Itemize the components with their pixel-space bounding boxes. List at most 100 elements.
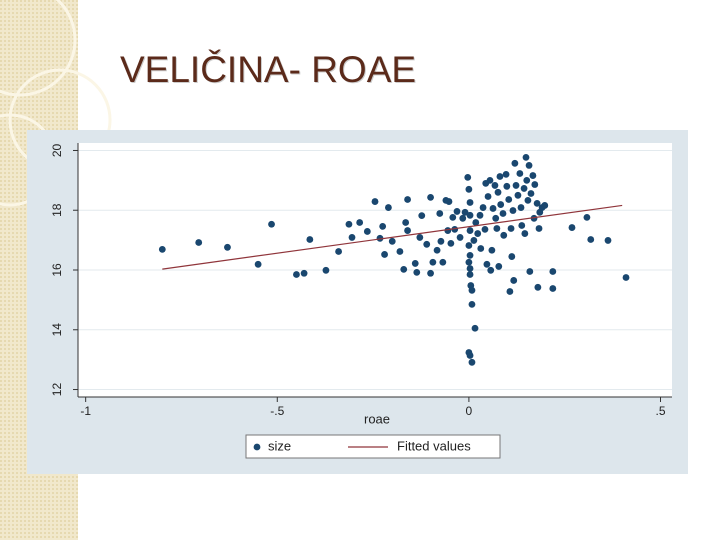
point bbox=[411, 260, 419, 267]
point bbox=[404, 227, 411, 234]
point bbox=[622, 274, 630, 281]
point bbox=[465, 258, 473, 266]
point bbox=[471, 324, 479, 332]
y-tick-label: 16 bbox=[50, 263, 64, 277]
point bbox=[525, 162, 533, 169]
x-tick-label: -1 bbox=[80, 404, 91, 418]
point bbox=[402, 219, 410, 226]
point bbox=[322, 266, 330, 274]
point bbox=[158, 245, 166, 253]
point bbox=[534, 283, 542, 291]
point bbox=[447, 240, 455, 247]
point bbox=[427, 193, 434, 201]
point bbox=[306, 236, 314, 243]
point bbox=[549, 285, 557, 292]
point bbox=[531, 181, 539, 188]
point bbox=[507, 225, 515, 232]
point bbox=[530, 214, 538, 222]
point bbox=[522, 153, 530, 161]
point bbox=[356, 219, 364, 226]
point bbox=[493, 225, 501, 232]
point bbox=[506, 288, 514, 295]
point bbox=[413, 268, 421, 276]
point bbox=[466, 265, 474, 272]
point bbox=[549, 268, 557, 275]
point bbox=[466, 352, 474, 359]
point bbox=[335, 248, 342, 255]
point bbox=[497, 201, 505, 208]
point bbox=[488, 246, 496, 254]
point bbox=[481, 225, 489, 233]
point bbox=[293, 271, 300, 278]
point bbox=[510, 277, 518, 284]
point bbox=[466, 211, 474, 219]
point bbox=[474, 230, 482, 237]
point bbox=[429, 258, 437, 266]
point bbox=[195, 239, 203, 246]
point bbox=[587, 236, 595, 243]
point bbox=[404, 196, 411, 203]
point bbox=[254, 260, 262, 268]
x-axis-label: roae bbox=[364, 411, 390, 426]
point bbox=[529, 172, 537, 179]
point bbox=[445, 198, 453, 205]
point bbox=[468, 358, 476, 366]
point bbox=[465, 242, 473, 249]
point bbox=[444, 227, 452, 234]
point bbox=[465, 185, 473, 193]
point bbox=[427, 269, 434, 277]
point bbox=[385, 204, 392, 211]
point bbox=[500, 231, 508, 239]
point bbox=[527, 190, 535, 197]
point bbox=[483, 260, 491, 268]
point bbox=[604, 237, 612, 244]
point bbox=[477, 245, 485, 252]
point bbox=[461, 208, 469, 216]
point bbox=[496, 173, 504, 180]
point bbox=[466, 199, 474, 206]
y-tick-label: 18 bbox=[50, 203, 64, 217]
point bbox=[345, 220, 353, 228]
point bbox=[436, 210, 444, 217]
point bbox=[224, 243, 231, 251]
legend-swatch bbox=[253, 443, 261, 451]
point bbox=[423, 240, 431, 248]
point bbox=[433, 246, 441, 254]
point bbox=[468, 286, 476, 294]
point bbox=[541, 202, 549, 209]
point bbox=[470, 237, 478, 244]
point bbox=[568, 224, 576, 231]
point bbox=[503, 182, 511, 190]
point bbox=[300, 269, 308, 277]
point bbox=[505, 196, 513, 203]
point bbox=[459, 214, 467, 222]
point bbox=[381, 251, 388, 258]
point bbox=[376, 234, 384, 242]
point bbox=[479, 204, 487, 211]
point bbox=[514, 191, 522, 199]
point bbox=[495, 263, 503, 270]
point bbox=[508, 253, 516, 260]
legend-label: size bbox=[268, 438, 291, 453]
point bbox=[511, 159, 519, 167]
point bbox=[535, 225, 543, 232]
point bbox=[379, 222, 387, 230]
point bbox=[486, 176, 494, 184]
point bbox=[396, 248, 404, 255]
point bbox=[472, 219, 480, 226]
point bbox=[489, 205, 497, 212]
point bbox=[439, 258, 447, 266]
legend-label: Fitted values bbox=[397, 438, 471, 453]
x-tick-label: .5 bbox=[655, 404, 665, 418]
y-tick-label: 20 bbox=[50, 143, 64, 157]
point bbox=[526, 268, 534, 275]
point bbox=[348, 234, 356, 241]
point bbox=[416, 234, 424, 241]
point bbox=[518, 222, 526, 229]
point bbox=[494, 188, 502, 196]
point bbox=[451, 225, 459, 233]
point bbox=[437, 237, 445, 245]
point bbox=[466, 251, 474, 259]
